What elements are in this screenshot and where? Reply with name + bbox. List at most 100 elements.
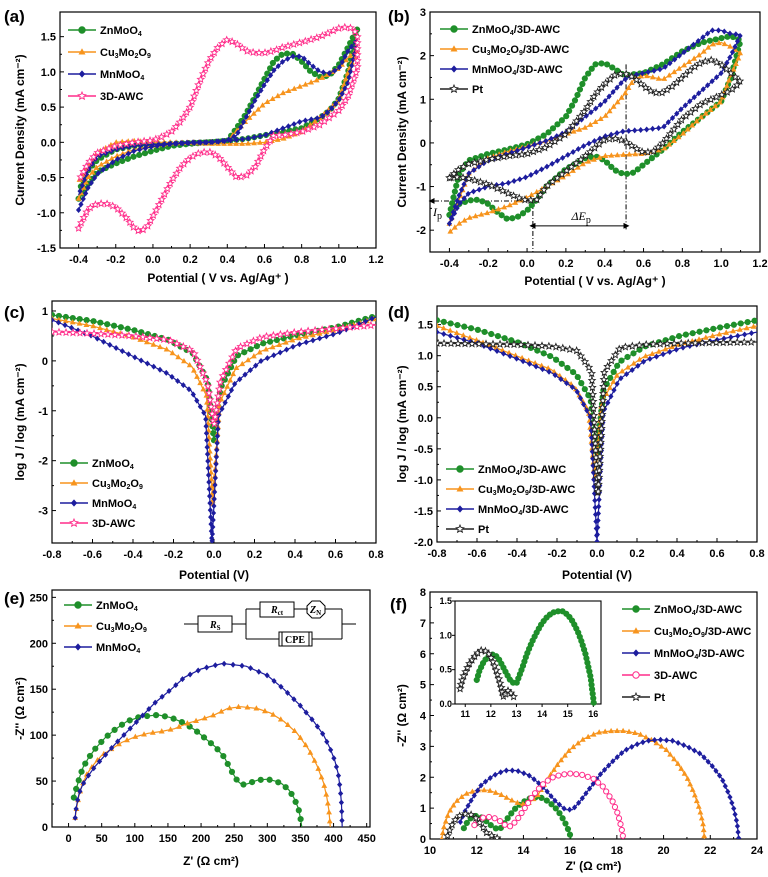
x-tick-label: 1.2 — [752, 258, 767, 270]
data-point — [246, 166, 256, 175]
cpe-label: CPE — [285, 635, 305, 646]
data-point — [271, 67, 277, 74]
data-point — [701, 754, 707, 761]
data-point — [492, 771, 498, 778]
data-point — [491, 815, 498, 822]
data-point — [504, 815, 511, 822]
data-point — [97, 324, 103, 331]
data-point — [608, 393, 614, 400]
data-point — [507, 353, 513, 360]
x-tick-label: 1.0 — [331, 254, 346, 266]
data-point — [583, 404, 590, 410]
data-point — [707, 106, 714, 112]
data-point — [204, 399, 210, 405]
data-point — [635, 340, 644, 349]
data-point — [626, 728, 632, 734]
data-point — [576, 126, 583, 132]
data-point — [251, 139, 257, 146]
data-point — [165, 178, 175, 188]
data-point — [473, 676, 480, 684]
data-point — [551, 368, 558, 374]
data-point — [657, 88, 667, 97]
data-point — [203, 392, 210, 398]
data-point — [124, 325, 131, 332]
data-point — [554, 121, 561, 128]
data-point — [693, 118, 700, 124]
data-point — [621, 342, 630, 351]
data-point — [558, 117, 566, 124]
data-point — [479, 823, 488, 832]
data-point — [725, 337, 735, 347]
panel-a: (a) -0.4 -0.2 0.0 0.2 0.4 0.6 0.8 1.0 1.2-1.5-1.… — [4, 7, 384, 285]
data-point — [716, 39, 722, 46]
x-tick-label: 12 — [471, 845, 483, 857]
data-point — [472, 212, 479, 219]
data-point — [276, 341, 283, 347]
data-point — [461, 667, 470, 676]
data-point — [210, 509, 217, 516]
data-point — [133, 137, 143, 146]
legend-marker — [456, 505, 464, 513]
data-point — [606, 93, 612, 100]
data-point — [653, 142, 663, 152]
data-point — [638, 127, 644, 134]
data-point — [85, 772, 92, 779]
data-point — [630, 360, 637, 366]
data-point — [700, 38, 708, 46]
data-point — [682, 102, 688, 109]
data-point — [709, 332, 716, 339]
data-point — [650, 125, 656, 132]
data-point — [487, 830, 497, 839]
legend-label: MnMoO4 — [92, 498, 136, 511]
data-point — [742, 331, 748, 338]
x-tick-label: 0.0 — [519, 258, 534, 270]
data-point — [249, 103, 255, 110]
data-point — [632, 729, 638, 735]
panel-label-d: (d) — [388, 303, 410, 322]
data-point — [88, 179, 94, 186]
data-point — [488, 339, 498, 348]
legend-marker — [78, 48, 86, 55]
data-point — [614, 99, 621, 105]
data-point — [239, 136, 246, 143]
data-point — [366, 320, 376, 330]
data-point — [113, 344, 119, 351]
data-point — [458, 186, 465, 193]
data-point — [201, 374, 211, 384]
data-point — [344, 90, 353, 100]
data-point — [637, 731, 644, 737]
data-point — [551, 342, 561, 351]
legend-item-pt: Pt — [622, 691, 665, 704]
data-point — [193, 717, 199, 723]
data-point — [439, 829, 446, 836]
data-point — [590, 455, 596, 462]
data-point — [583, 112, 589, 119]
legend-marker — [450, 65, 458, 73]
data-point — [618, 169, 625, 177]
data-point — [324, 738, 330, 745]
data-point — [632, 144, 642, 153]
data-point — [509, 191, 519, 200]
data-point — [214, 440, 220, 447]
series-pt — [437, 337, 757, 497]
data-point — [691, 747, 697, 754]
data-point — [456, 220, 463, 226]
legend-label: MnMoO4/3D-AWC — [478, 504, 569, 517]
data-point — [125, 150, 131, 157]
data-point — [543, 180, 553, 190]
data-point — [717, 99, 723, 105]
data-point — [227, 352, 237, 361]
series-line — [74, 706, 331, 827]
data-point — [82, 207, 91, 216]
data-point — [247, 367, 253, 374]
data-point — [93, 164, 100, 170]
y-tick-label: -1.5 — [37, 243, 56, 255]
data-point — [551, 766, 557, 772]
data-point — [521, 804, 528, 812]
data-point — [440, 325, 447, 331]
data-point — [634, 741, 640, 748]
series-mnmoo4 — [72, 660, 345, 827]
data-point — [487, 822, 494, 829]
data-point — [661, 145, 668, 151]
data-point — [353, 56, 362, 65]
